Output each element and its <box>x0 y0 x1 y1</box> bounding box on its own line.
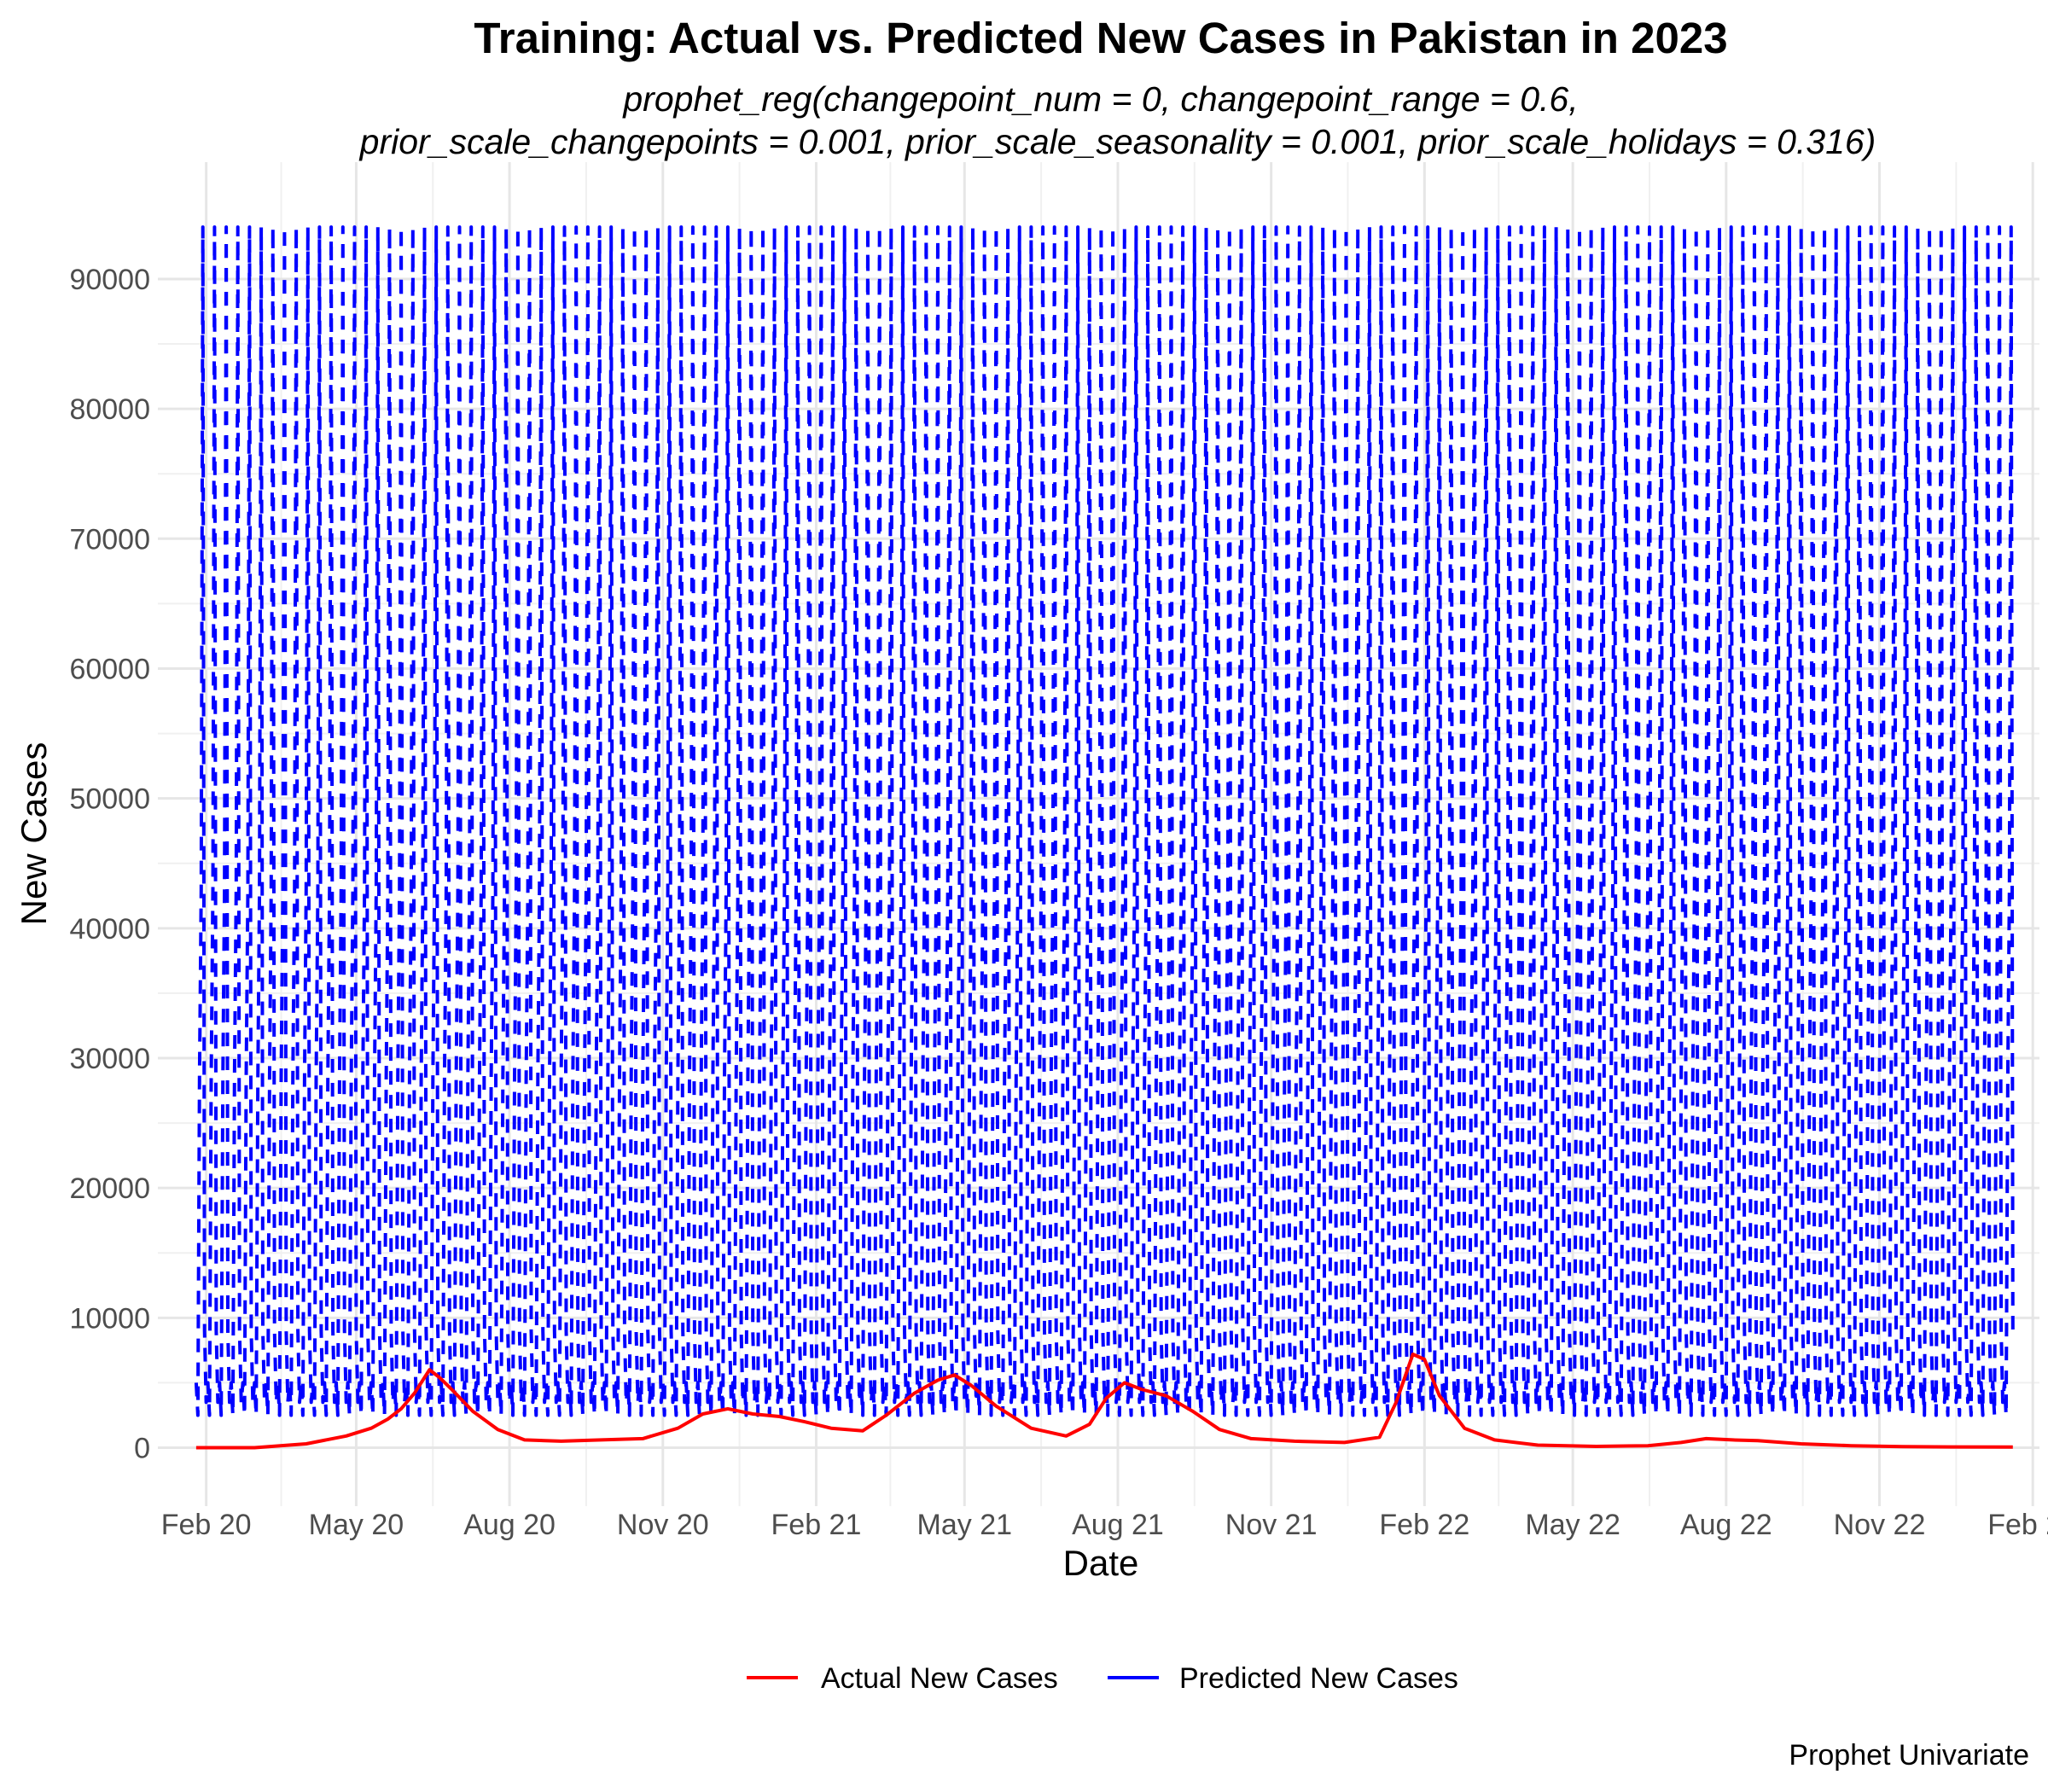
y-tick-label: 70000 <box>69 523 150 556</box>
x-tick-label: May 22 <box>1525 1509 1620 1541</box>
y-tick-label: 50000 <box>69 783 150 816</box>
x-tick-label: May 20 <box>309 1509 404 1541</box>
x-axis-ticks: Feb 20 May 20 Aug 20 Nov 20 Feb 21 May 21 Aug … <box>161 1509 2048 1541</box>
x-tick-label: Nov 22 <box>1834 1509 1926 1541</box>
x-tick-label: Feb 23 <box>1987 1509 2048 1541</box>
series-line-actual <box>195 1353 2013 1450</box>
y-tick-label: 90000 <box>69 264 150 296</box>
y-tick-label: 40000 <box>69 913 150 945</box>
chart-subtitle-line-1: prophet_reg(changepoint_num = 0, changep… <box>621 79 1578 119</box>
x-axis-title: Date <box>1063 1543 1139 1583</box>
plot-area <box>194 225 2015 1450</box>
y-axis-ticks: 0 10000 20000 30000 40000 50000 60000 70000 8000… <box>69 264 150 1465</box>
y-tick-label: 10000 <box>69 1302 150 1335</box>
y-axis-title: New Cases <box>14 742 54 926</box>
x-tick-label: Feb 21 <box>771 1509 862 1541</box>
y-tick-label: 80000 <box>69 393 150 426</box>
x-tick-label: Feb 22 <box>1379 1509 1469 1541</box>
legend: Actual New Cases Predicted New Cases <box>747 1662 1458 1695</box>
x-tick-label: Nov 21 <box>1225 1509 1318 1541</box>
x-tick-label: May 21 <box>917 1509 1013 1541</box>
x-tick-label: Aug 20 <box>463 1509 556 1541</box>
chart-caption: Prophet Univariate <box>1789 1739 2029 1772</box>
legend-label-actual: Actual New Cases <box>821 1662 1058 1695</box>
chart-title: Training: Actual vs. Predicted New Cases… <box>474 14 1727 62</box>
series-line-predicted <box>194 225 2015 1417</box>
y-tick-label: 30000 <box>69 1043 150 1075</box>
y-tick-label: 20000 <box>69 1172 150 1205</box>
y-tick-label: 0 <box>134 1433 150 1465</box>
x-tick-label: Feb 20 <box>161 1509 252 1541</box>
x-tick-label: Aug 22 <box>1680 1509 1772 1541</box>
legend-label-predicted: Predicted New Cases <box>1179 1662 1458 1695</box>
x-tick-label: Nov 20 <box>617 1509 709 1541</box>
x-tick-label: Aug 21 <box>1072 1509 1164 1541</box>
y-tick-label: 60000 <box>69 653 150 685</box>
chart-subtitle-line-2: prior_scale_changepoints = 0.001, prior_… <box>358 122 1876 161</box>
